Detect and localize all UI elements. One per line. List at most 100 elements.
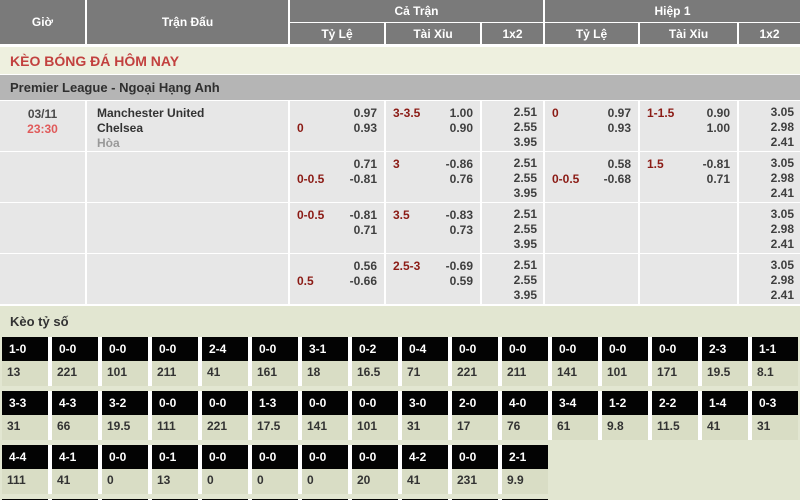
odds-value[interactable]: 0.59 <box>449 274 473 288</box>
odds-value[interactable]: -0.66 <box>349 274 377 288</box>
odds-value[interactable]: 0.71 <box>353 157 377 171</box>
odds-value[interactable]: 2.41 <box>770 186 794 200</box>
odds-value[interactable]: 2.55 <box>513 222 537 236</box>
score-cell[interactable]: 2-4 41 <box>202 337 248 386</box>
score-label: 3-2 <box>102 391 148 415</box>
odds-value[interactable]: 2.51 <box>513 105 537 119</box>
score-cell[interactable]: 3-4 61 <box>552 391 598 440</box>
odds-value[interactable]: 3.05 <box>770 258 794 272</box>
odds-value[interactable]: 2.55 <box>513 273 537 287</box>
score-cell[interactable]: 0-0 141 <box>552 337 598 386</box>
away-team[interactable]: Chelsea <box>97 121 144 135</box>
odds-value[interactable]: 0.71 <box>353 223 377 237</box>
score-cell[interactable]: 0-0 171 <box>652 337 698 386</box>
odds-value[interactable]: 0.76 <box>449 172 473 186</box>
score-cell[interactable]: 2-3 19.5 <box>702 337 748 386</box>
odds-value[interactable]: 2.98 <box>770 273 794 287</box>
odds-value[interactable]: -0.69 <box>445 259 473 273</box>
odds-value[interactable]: 0.93 <box>607 121 631 135</box>
odds-value[interactable]: 0.58 <box>607 157 631 171</box>
odds-value[interactable]: 0.73 <box>449 223 473 237</box>
score-cell[interactable]: 2-0 17 <box>452 391 498 440</box>
h1-over-under-cell <box>638 203 737 253</box>
score-cell[interactable]: 0-0 0 <box>202 445 248 494</box>
score-cell[interactable]: 3-3 31 <box>2 391 48 440</box>
odds-value[interactable]: 0.97 <box>353 106 377 120</box>
odds-value[interactable]: 1.00 <box>706 121 730 135</box>
score-cell[interactable]: 0-0 221 <box>52 337 98 386</box>
score-cell[interactable]: 0-0 0 <box>252 445 298 494</box>
score-cell[interactable]: 0-4 71 <box>402 337 448 386</box>
odds-value[interactable]: -0.81 <box>702 157 730 171</box>
odds-value[interactable]: -0.81 <box>349 208 377 222</box>
score-cell[interactable]: 0-0 221 <box>452 337 498 386</box>
score-cell[interactable]: 3-0 31 <box>402 391 448 440</box>
score-cell[interactable]: 0-0 211 <box>502 337 548 386</box>
league-header[interactable]: Premier League - Ngoại Hạng Anh <box>0 75 800 100</box>
odds-value[interactable]: 0.93 <box>353 121 377 135</box>
odds-value[interactable]: 3.05 <box>770 156 794 170</box>
odds-value[interactable]: -0.83 <box>445 208 473 222</box>
odds-value[interactable]: -0.81 <box>349 172 377 186</box>
score-cell[interactable]: 0-0 141 <box>302 391 348 440</box>
odds-value[interactable]: -0.86 <box>445 157 473 171</box>
odds-value[interactable]: 0.71 <box>706 172 730 186</box>
home-team[interactable]: Manchester United <box>97 106 205 120</box>
page-title: KÈO BÓNG ĐÁ HÔM NAY <box>0 47 800 74</box>
score-cell[interactable]: 0-0 0 <box>102 445 148 494</box>
score-cell[interactable]: 0-0 211 <box>152 337 198 386</box>
odds-value[interactable]: 2.55 <box>513 120 537 134</box>
score-cell[interactable]: 4-3 66 <box>52 391 98 440</box>
odds-value[interactable]: 3.95 <box>513 288 537 302</box>
score-cell[interactable]: 0-0 101 <box>352 391 398 440</box>
odds-value[interactable]: 3.95 <box>513 237 537 251</box>
score-cell[interactable]: 0-1 13 <box>152 445 198 494</box>
score-cell[interactable]: 0-0 221 <box>202 391 248 440</box>
odds-value[interactable]: -0.68 <box>603 172 631 186</box>
score-cell[interactable]: 4-2 41 <box>402 445 448 494</box>
score-cell[interactable]: 0-0 231 <box>452 445 498 494</box>
odds-value[interactable]: 2.55 <box>513 171 537 185</box>
odds-value[interactable]: 2.98 <box>770 222 794 236</box>
odds-value[interactable]: 3.95 <box>513 135 537 149</box>
score-cell[interactable]: 1-2 9.8 <box>602 391 648 440</box>
score-cell[interactable]: 4-1 41 <box>52 445 98 494</box>
odds-value[interactable]: 2.98 <box>770 120 794 134</box>
score-cell[interactable]: 1-3 17.5 <box>252 391 298 440</box>
odds-value[interactable]: 0.56 <box>353 259 377 273</box>
score-cell[interactable]: 1-4 41 <box>702 391 748 440</box>
score-cell[interactable]: 0-0 111 <box>152 391 198 440</box>
score-odds: 31 <box>402 415 448 440</box>
odds-value[interactable]: 3.05 <box>770 105 794 119</box>
score-cell[interactable]: 0-2 16.5 <box>352 337 398 386</box>
odds-value[interactable]: 3.05 <box>770 207 794 221</box>
draw-label[interactable]: Hòa <box>97 136 120 150</box>
odds-value[interactable]: 0.90 <box>449 121 473 135</box>
score-cell[interactable]: 2-1 9.9 <box>502 445 548 494</box>
score-cell[interactable]: 3-2 19.5 <box>102 391 148 440</box>
score-cell[interactable]: 0-0 161 <box>252 337 298 386</box>
score-label: 1-3 <box>252 391 298 415</box>
score-cell[interactable]: 1-1 8.1 <box>752 337 798 386</box>
odds-value[interactable]: 2.41 <box>770 135 794 149</box>
score-cell[interactable]: 2-2 11.5 <box>652 391 698 440</box>
score-cell[interactable]: 1-0 13 <box>2 337 48 386</box>
score-cell[interactable]: 0-0 101 <box>102 337 148 386</box>
odds-value[interactable]: 0.97 <box>607 106 631 120</box>
odds-value[interactable]: 1.00 <box>449 106 473 120</box>
odds-value[interactable]: 2.51 <box>513 258 537 272</box>
score-cell[interactable]: 3-1 18 <box>302 337 348 386</box>
score-cell[interactable]: 4-0 76 <box>502 391 548 440</box>
score-cell[interactable]: 0-3 31 <box>752 391 798 440</box>
odds-value[interactable]: 3.95 <box>513 186 537 200</box>
odds-value[interactable]: 2.98 <box>770 171 794 185</box>
odds-value[interactable]: 2.51 <box>513 156 537 170</box>
odds-value[interactable]: 2.41 <box>770 288 794 302</box>
score-cell[interactable]: 0-0 20 <box>352 445 398 494</box>
odds-value[interactable]: 2.41 <box>770 237 794 251</box>
score-cell[interactable]: 0-0 0 <box>302 445 348 494</box>
score-cell[interactable]: 0-0 101 <box>602 337 648 386</box>
odds-value[interactable]: 2.51 <box>513 207 537 221</box>
score-cell[interactable]: 4-4 111 <box>2 445 48 494</box>
odds-value[interactable]: 0.90 <box>706 106 730 120</box>
